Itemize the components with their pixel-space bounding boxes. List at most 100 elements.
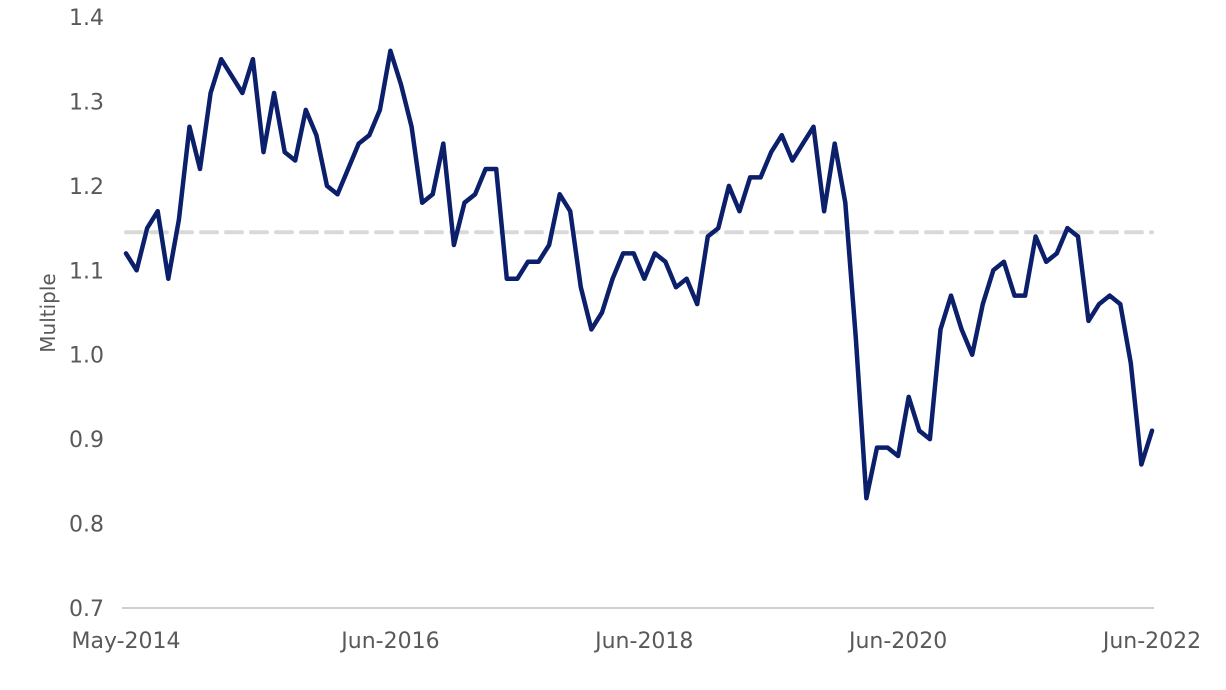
y-tick-label: 0.7 <box>69 597 104 622</box>
series-line <box>123 48 1155 501</box>
data-point <box>1076 234 1080 239</box>
y-tick-label: 0.8 <box>69 513 104 538</box>
x-tick-label: Jun-2018 <box>593 629 693 654</box>
data-point <box>261 150 266 155</box>
data-point <box>1065 226 1070 231</box>
data-point <box>1128 361 1133 366</box>
data-point <box>134 268 139 273</box>
data-point <box>927 437 932 442</box>
data-point <box>547 243 552 247</box>
data-point <box>790 158 795 163</box>
data-point <box>1150 428 1154 433</box>
data-point <box>959 327 964 332</box>
data-point <box>906 394 911 399</box>
data-point <box>557 192 562 197</box>
x-tick-label: Jun-2016 <box>339 629 439 654</box>
data-point <box>716 226 721 231</box>
data-point <box>568 209 573 214</box>
data-point <box>695 302 700 307</box>
data-point <box>198 167 202 171</box>
data-point <box>515 276 520 281</box>
data-point <box>430 192 435 197</box>
y-tick-label: 1.1 <box>69 259 104 284</box>
data-point <box>578 285 583 290</box>
data-point <box>970 352 975 357</box>
data-point <box>124 251 128 256</box>
data-point <box>240 91 245 95</box>
data-point <box>949 293 953 298</box>
data-point <box>377 107 382 112</box>
data-point <box>589 327 594 332</box>
data-point <box>409 124 414 129</box>
data-point <box>208 91 213 95</box>
data-point <box>282 150 287 155</box>
data-point <box>875 445 879 450</box>
data-point <box>250 57 255 62</box>
data-point <box>758 175 763 180</box>
data-point <box>631 251 636 256</box>
data-point <box>1033 234 1038 239</box>
data-point <box>145 226 150 231</box>
data-point <box>441 141 446 146</box>
data-point <box>525 259 530 264</box>
data-point <box>822 209 827 214</box>
data-point <box>536 259 541 264</box>
data-point <box>346 167 351 171</box>
data-point <box>769 150 774 155</box>
data-point <box>504 276 509 281</box>
x-tick-label: Jun-2022 <box>1101 629 1201 654</box>
data-point <box>991 268 996 273</box>
data-point <box>1054 251 1059 256</box>
data-point <box>896 454 901 458</box>
data-point <box>642 276 647 281</box>
data-point <box>388 48 393 53</box>
data-point <box>684 276 689 281</box>
data-point <box>356 141 361 146</box>
data-point <box>325 183 329 188</box>
data-point <box>726 183 731 188</box>
data-point <box>1118 302 1123 307</box>
data-point <box>1139 462 1144 467</box>
data-point <box>800 141 805 146</box>
data-point <box>473 192 478 197</box>
data-point <box>229 74 234 79</box>
data-point <box>399 82 403 87</box>
data-point <box>843 200 848 205</box>
data-point <box>779 133 784 138</box>
data-point <box>335 192 340 197</box>
data-point <box>219 57 224 62</box>
data-point <box>367 133 372 138</box>
data-point <box>600 310 604 315</box>
data-point <box>272 91 277 95</box>
data-point <box>293 158 298 163</box>
data-point <box>621 251 626 256</box>
data-point <box>314 133 319 138</box>
y-tick-label: 0.9 <box>69 428 104 453</box>
data-point <box>1107 293 1112 298</box>
y-tick-label: 1.0 <box>69 344 104 369</box>
y-tick-label: 1.3 <box>69 90 104 115</box>
data-point <box>853 335 858 340</box>
data-point <box>980 302 985 307</box>
data-point <box>652 251 657 256</box>
data-point <box>1044 259 1049 264</box>
data-point <box>1023 293 1028 298</box>
data-point <box>917 428 922 433</box>
data-point <box>494 167 499 171</box>
data-point <box>938 327 943 332</box>
data-point <box>832 141 837 146</box>
series-points <box>124 48 1154 501</box>
data-point <box>811 124 816 129</box>
data-point <box>187 124 192 129</box>
data-point <box>176 217 181 222</box>
data-point <box>610 276 615 281</box>
y-axis-title: Multiple <box>36 273 60 352</box>
data-point <box>748 175 753 180</box>
data-point <box>451 243 456 247</box>
data-point <box>705 234 710 239</box>
data-point <box>1086 318 1091 323</box>
data-point <box>885 445 890 450</box>
data-point <box>674 285 678 290</box>
data-point <box>1097 302 1102 307</box>
